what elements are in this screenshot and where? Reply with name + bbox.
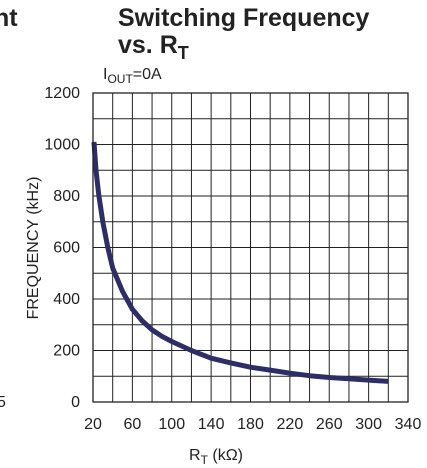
- x-axis-label-unit: (kΩ): [208, 447, 243, 464]
- left-fragment-title: nt: [0, 4, 18, 32]
- x-tick-label: 300: [355, 416, 382, 433]
- x-axis-label-main: R: [189, 447, 201, 464]
- x-axis-label: RT (kΩ): [189, 447, 243, 467]
- chart-title-line1: Switching Frequency: [118, 4, 370, 32]
- y-tick-label: 600: [53, 240, 80, 257]
- y-tick-label: 1000: [44, 137, 80, 154]
- x-ticks: 20 60 100 140 180 220 260 300 340: [84, 416, 421, 433]
- x-tick-label: 100: [158, 416, 185, 433]
- x-tick-label: 260: [316, 416, 343, 433]
- x-tick-label: 220: [277, 416, 304, 433]
- x-tick-label: 60: [123, 416, 141, 433]
- chart-condition: IOUT=0A: [103, 66, 162, 86]
- y-ticks: 0 200 400 600 800 1000 1200: [44, 85, 80, 411]
- condition-sub: OUT: [107, 72, 133, 86]
- chart-title-line2-sub: T: [178, 43, 189, 63]
- x-tick-label: 340: [395, 416, 422, 433]
- left-fragment-tick: 5: [0, 394, 6, 411]
- condition-suffix: =0A: [133, 66, 162, 83]
- y-tick-label: 0: [71, 394, 80, 411]
- x-tick-label: 20: [84, 416, 102, 433]
- chart-title-line2-prefix: vs. R: [118, 31, 178, 59]
- y-tick-label: 1200: [44, 85, 80, 102]
- series-group: [94, 142, 388, 382]
- y-tick-label: 200: [53, 343, 80, 360]
- x-tick-label: 140: [198, 416, 225, 433]
- grid: [93, 93, 408, 402]
- series-line: [94, 142, 388, 382]
- y-tick-label: 800: [53, 188, 80, 205]
- y-tick-label: 400: [53, 291, 80, 308]
- chart-title-line2: vs. RT: [118, 31, 189, 63]
- x-tick-label: 180: [237, 416, 264, 433]
- y-axis-label: FREQUENCY (kHz): [25, 177, 42, 320]
